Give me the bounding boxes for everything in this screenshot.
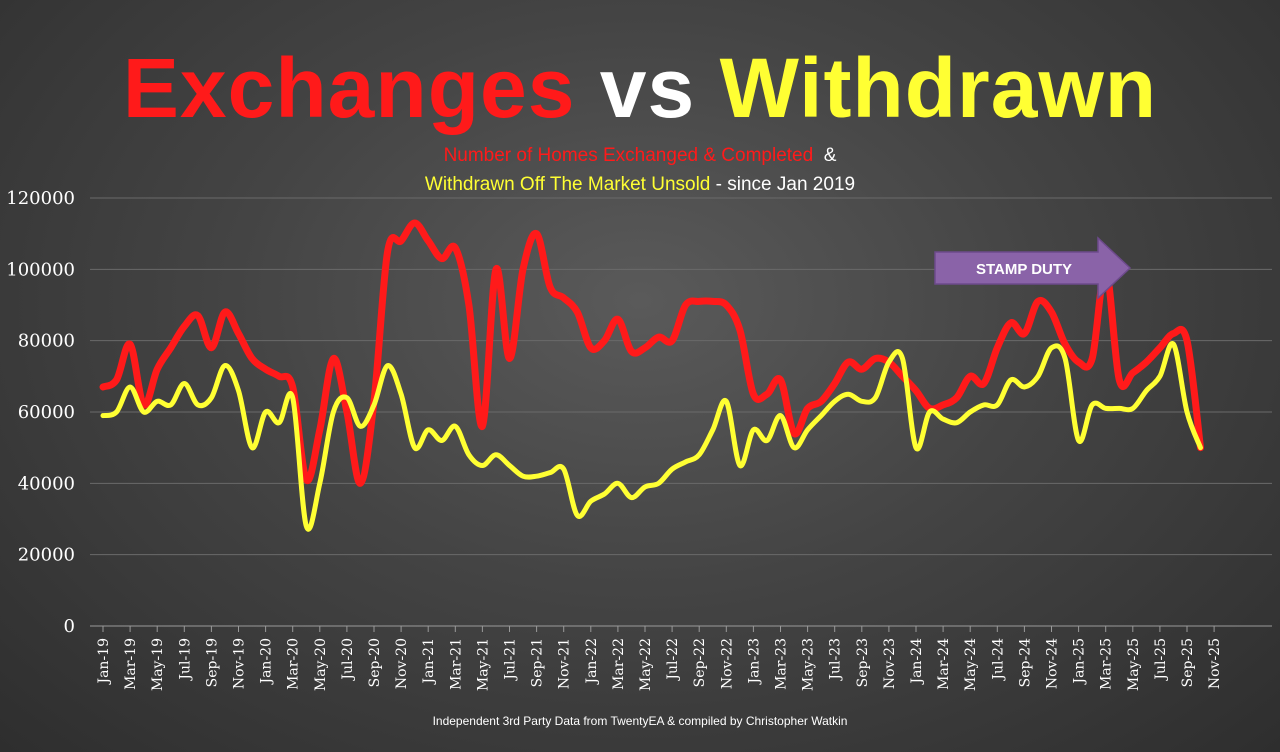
title-exchanges: Exchanges <box>122 41 576 135</box>
x-tick-label: Nov-22 <box>719 638 735 689</box>
x-tick-label: Jan-25 <box>1072 638 1088 686</box>
x-tick-label: May-24 <box>963 638 979 691</box>
x-tick-label: Jan-20 <box>259 638 275 686</box>
x-tick-label: Nov-24 <box>1045 638 1061 689</box>
x-tick-label: Jul-24 <box>990 638 1006 682</box>
x-tick-label: May-19 <box>150 638 166 691</box>
x-tick-label: Jan-23 <box>746 638 762 686</box>
title-withdrawn: Withdrawn <box>719 41 1158 135</box>
series-line-withdrawn <box>100 341 1203 532</box>
x-tick-label: Jul-20 <box>340 638 356 682</box>
x-tick-label: May-22 <box>638 638 654 691</box>
y-tick-label: 120000 <box>6 188 75 209</box>
title-vs: vs <box>575 41 720 135</box>
x-tick-label: May-20 <box>313 638 329 691</box>
x-tick-label: Mar-23 <box>774 638 790 690</box>
x-tick-label: Sep-21 <box>530 638 546 687</box>
x-tick-label: Jan-24 <box>909 638 925 686</box>
x-tick-label: Jul-21 <box>503 638 519 682</box>
x-tick-label: Mar-24 <box>936 638 952 690</box>
x-tick-label: May-23 <box>801 638 817 691</box>
x-tick-label: Sep-20 <box>367 638 383 687</box>
x-tick-label: Jul-19 <box>177 638 193 682</box>
x-tick-label: Sep-24 <box>1017 638 1033 687</box>
x-tick-label: Nov-20 <box>394 638 410 689</box>
x-tick-label: Nov-19 <box>232 638 248 689</box>
x-tick-label: May-25 <box>1126 638 1142 691</box>
subtitle-withdrawn: Withdrawn Off The Market Unsold <box>424 174 711 195</box>
x-tick-label: Mar-20 <box>286 638 302 690</box>
series-line-exchanges <box>99 219 1204 487</box>
x-tick-label: Sep-25 <box>1180 638 1196 687</box>
x-tick-label: Sep-23 <box>855 638 871 687</box>
y-tick-label: 60000 <box>18 402 75 423</box>
x-tick-label: Nov-25 <box>1207 638 1223 689</box>
x-tick-label: Mar-19 <box>123 638 139 690</box>
footer-credit: Independent 3rd Party Data from TwentyEA… <box>432 714 848 728</box>
x-tick-label: May-21 <box>475 638 491 691</box>
x-tick-label: Mar-25 <box>1099 638 1115 690</box>
subtitle-line-1: Number of Homes Exchanged & Completed & <box>0 144 1280 168</box>
series-lines <box>99 219 1204 532</box>
subtitle-ampersand: & <box>813 145 837 166</box>
y-tick-label: 20000 <box>18 545 75 566</box>
x-axis-ticks: Jan-19 Mar-19 May-19 Jul-19 Sep-19 Nov-19 Jan-… <box>96 626 1223 691</box>
y-tick-label: 0 <box>64 616 75 637</box>
subtitle-since: - since Jan 2019 <box>710 174 856 195</box>
y-tick-label: 100000 <box>6 259 75 280</box>
x-tick-label: Mar-21 <box>448 638 464 690</box>
x-tick-label: Jul-23 <box>828 638 844 682</box>
x-tick-label: Sep-19 <box>204 638 220 687</box>
stamp-duty-annotation: STAMP DUTY <box>934 236 1132 300</box>
stamp-duty-label: STAMP DUTY <box>976 261 1072 278</box>
subtitle-line-2: Withdrawn Off The Market Unsold - since … <box>0 173 1280 197</box>
x-tick-label: Jul-25 <box>1153 638 1169 682</box>
x-tick-label: Nov-21 <box>557 638 573 689</box>
y-tick-label: 80000 <box>18 331 75 352</box>
x-tick-label: Jan-19 <box>96 638 112 686</box>
y-tick-label: 40000 <box>18 473 75 494</box>
subtitle-exchanges: Number of Homes Exchanged & Completed <box>443 145 814 166</box>
x-tick-label: Mar-22 <box>611 638 627 690</box>
y-axis-ticks: 0 20000 40000 60000 80000 100000 120000 <box>6 188 75 637</box>
x-tick-label: Jan-21 <box>421 638 437 686</box>
x-tick-label: Jan-22 <box>584 638 600 686</box>
chart-title: Exchanges vs Withdrawn <box>0 38 1280 138</box>
x-tick-label: Nov-23 <box>882 638 898 689</box>
x-tick-label: Sep-22 <box>692 638 708 687</box>
x-tick-label: Jul-22 <box>665 638 681 682</box>
stamp-duty-arrow-shape <box>934 236 1132 300</box>
